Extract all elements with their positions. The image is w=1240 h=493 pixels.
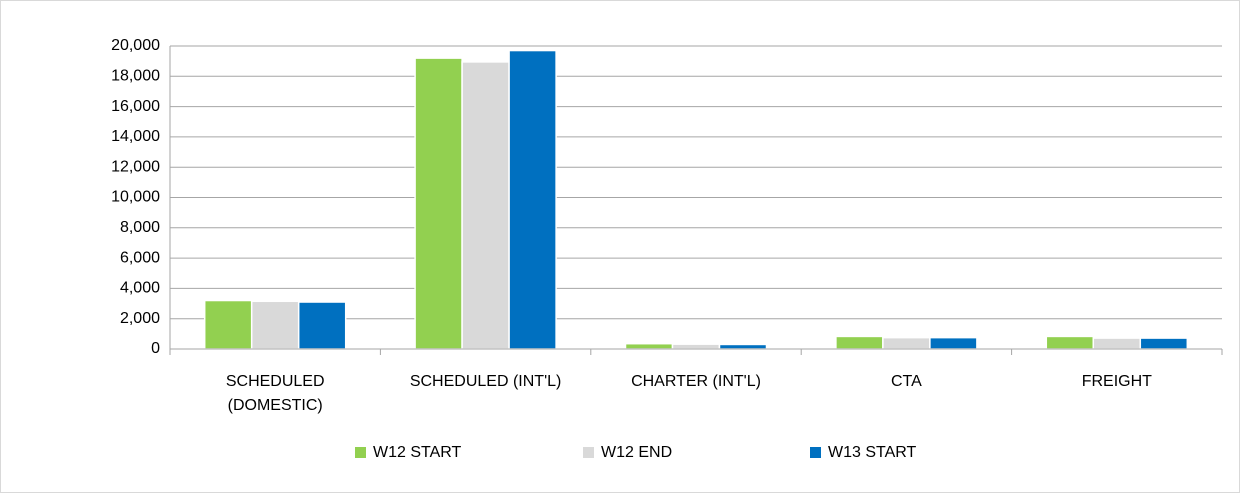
bar <box>414 57 463 350</box>
x-tick-label: CHARTER (INT'L) <box>631 373 761 390</box>
bar <box>508 49 557 350</box>
legend-label: W12 START <box>373 444 462 461</box>
x-tick-label: SCHEDULED (DOMESTIC) <box>225 373 325 414</box>
bar <box>882 336 931 350</box>
bar <box>250 300 300 350</box>
y-tick-label: 6,000 <box>120 249 160 266</box>
x-tick-label: FREIGHT <box>1081 373 1152 390</box>
legend-swatch <box>583 447 594 458</box>
legend-swatch <box>810 447 821 458</box>
bar <box>1092 337 1142 350</box>
bar <box>461 61 510 350</box>
y-tick-label: 4,000 <box>120 280 160 297</box>
bar <box>835 335 884 350</box>
bar <box>1045 335 1095 350</box>
y-tick-label: 18,000 <box>111 68 160 85</box>
bar <box>624 342 674 350</box>
x-tick-label: SCHEDULED (INT'L) <box>409 373 562 390</box>
legend-label: W12 END <box>601 444 672 461</box>
y-tick-label: 16,000 <box>111 98 160 115</box>
bar <box>203 299 253 350</box>
y-tick-label: 10,000 <box>111 189 160 206</box>
legend-label: W13 START <box>828 444 917 461</box>
y-tick-label: 12,000 <box>111 158 160 175</box>
bar <box>929 336 978 350</box>
legend-swatch <box>355 447 366 458</box>
y-tick-label: 14,000 <box>111 128 160 145</box>
y-tick-label: 2,000 <box>120 310 160 327</box>
bar <box>671 343 721 350</box>
bar <box>297 301 347 350</box>
x-tick-label: CTA <box>890 373 922 390</box>
y-tick-label: 20,000 <box>111 37 160 54</box>
bar <box>718 343 768 350</box>
y-tick-label: 0 <box>151 340 160 357</box>
bar <box>1139 337 1189 350</box>
y-tick-label: 8,000 <box>120 219 160 236</box>
